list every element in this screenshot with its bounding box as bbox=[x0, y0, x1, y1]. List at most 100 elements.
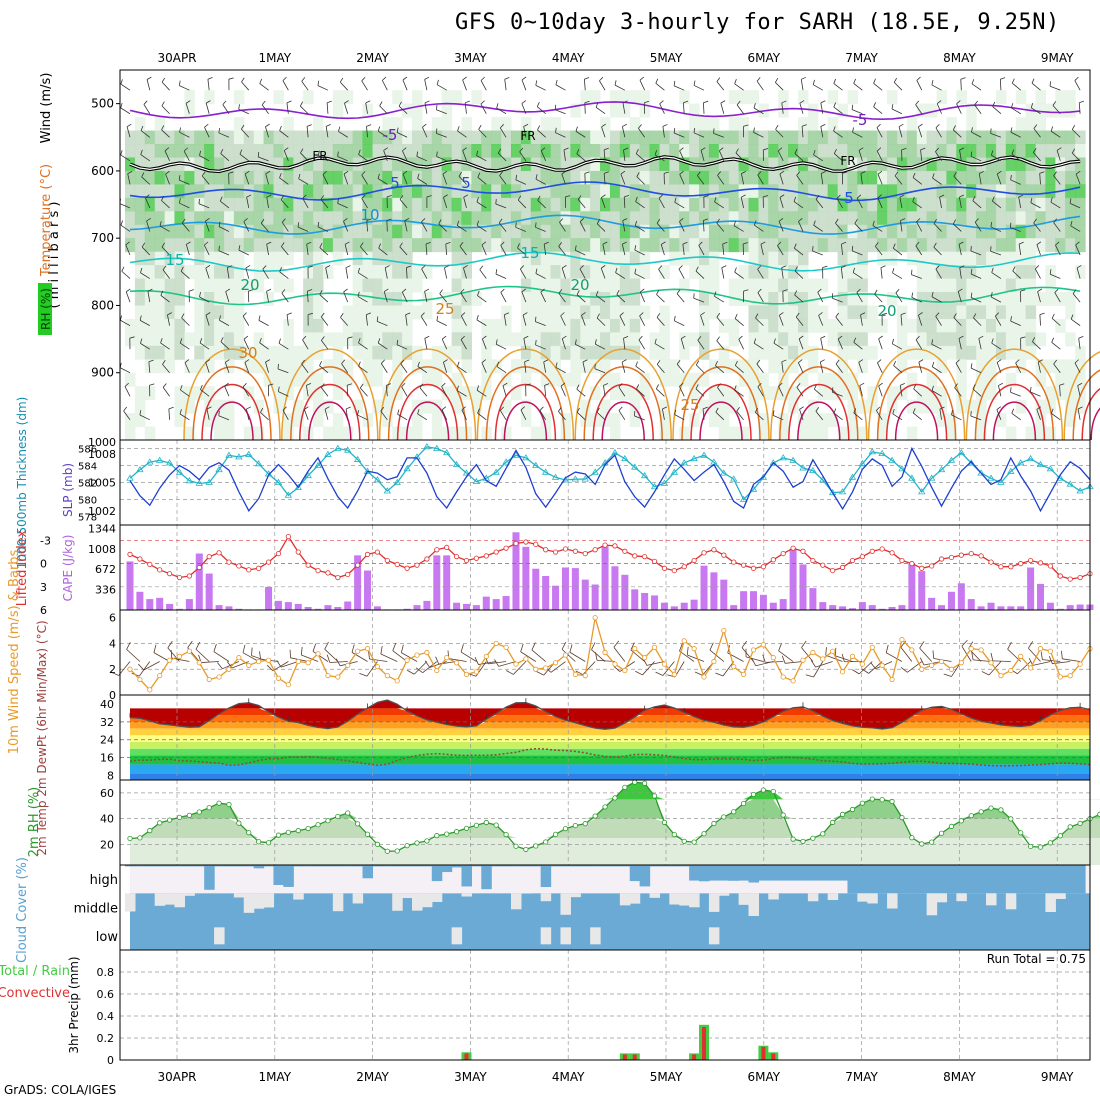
rh-shade-cell bbox=[1005, 372, 1017, 387]
rh-shade-cell bbox=[560, 238, 571, 253]
rh-shade-cell bbox=[1055, 130, 1066, 145]
wind-barb bbox=[442, 173, 448, 185]
time-label-top: 7MAY bbox=[845, 51, 878, 65]
wind-barb bbox=[718, 150, 725, 161]
wind-barb bbox=[813, 224, 824, 232]
rh-shade-cell bbox=[817, 318, 829, 333]
wind-barb-feather bbox=[915, 241, 920, 247]
cloud-high-cell bbox=[817, 865, 829, 881]
rh-shade-cell bbox=[550, 130, 562, 145]
rh-shade-cell bbox=[590, 238, 601, 253]
rh-shade-cell bbox=[342, 372, 354, 387]
rh-shade-cell bbox=[827, 318, 839, 333]
wind-barb bbox=[535, 178, 546, 185]
rh-shade-cell bbox=[857, 426, 868, 441]
wind-barb bbox=[596, 295, 606, 303]
wind-barb-feather bbox=[793, 243, 797, 249]
wind-barb-feather bbox=[1012, 266, 1016, 272]
wind-barb-feather bbox=[682, 241, 688, 245]
rh-shade-cell bbox=[995, 332, 1007, 347]
rh-shade-cell bbox=[1005, 211, 1017, 226]
wind-barb bbox=[416, 156, 428, 162]
wind-barb-feather bbox=[500, 288, 505, 293]
wind-barb bbox=[833, 83, 843, 91]
wind-barb-feather bbox=[953, 313, 957, 318]
wind-barb bbox=[853, 83, 863, 91]
rh-shade-cell bbox=[748, 184, 760, 199]
surface-wind-barb-feather bbox=[943, 673, 952, 677]
rh-shade-cell bbox=[788, 278, 799, 293]
wind-barb-feather bbox=[734, 267, 737, 273]
wind-barb-feather bbox=[753, 220, 757, 226]
thickness-point bbox=[492, 468, 500, 475]
rh-shade-cell bbox=[1015, 157, 1027, 172]
rh-shade-cell bbox=[530, 224, 542, 239]
wind-barb bbox=[873, 82, 883, 91]
lifted-index-point bbox=[226, 559, 232, 565]
rh-shade-cell bbox=[273, 372, 284, 387]
wind-barb-feather bbox=[618, 383, 623, 388]
surface-wind-barb bbox=[153, 652, 170, 662]
rh-shade-cell bbox=[837, 103, 849, 118]
wind-barb-feather bbox=[777, 241, 782, 246]
wind-barb bbox=[1078, 102, 1081, 114]
wind-barb bbox=[878, 338, 883, 350]
wind-barb-feather bbox=[141, 242, 146, 248]
wind-barb bbox=[322, 174, 329, 185]
rh-shade-cell bbox=[233, 117, 245, 132]
surface-wind-barb-feather bbox=[990, 652, 994, 661]
rh-shade-cell bbox=[125, 211, 136, 226]
wind-barb bbox=[383, 291, 388, 303]
rh-shade-cell bbox=[303, 184, 314, 199]
cloud-high-cell bbox=[837, 865, 849, 881]
rh-shade-cell bbox=[748, 332, 760, 347]
rh-shade-cell bbox=[332, 170, 344, 185]
upper-ylabel-wind: Wind (m/s) bbox=[39, 73, 54, 144]
cloud-high-cell bbox=[481, 865, 492, 890]
wind-barb bbox=[996, 362, 1002, 373]
surface-wind-barb-feather bbox=[810, 660, 816, 668]
wind-barb-feather bbox=[1010, 103, 1014, 109]
wind-speed-point bbox=[147, 687, 153, 693]
wind-barb-feather bbox=[820, 123, 826, 127]
wind-barb-feather bbox=[300, 148, 304, 154]
wind-barb-feather bbox=[595, 102, 599, 108]
rh-shade-cell bbox=[481, 184, 492, 199]
cape-bar bbox=[413, 605, 421, 610]
wind-barb-feather bbox=[856, 288, 861, 293]
rh-shade-cell bbox=[501, 332, 512, 347]
wind-barb-feather bbox=[123, 406, 128, 412]
wind-barb bbox=[421, 268, 428, 279]
cape-bar bbox=[265, 586, 273, 610]
rh-shade-cell bbox=[995, 318, 1007, 333]
wind-barb-feather bbox=[502, 382, 508, 387]
rh-shade-cell bbox=[976, 345, 987, 360]
wind-barb-feather bbox=[361, 171, 366, 176]
wind-barb bbox=[832, 391, 843, 397]
wind-barb-feather bbox=[124, 382, 129, 387]
warm-contour bbox=[299, 383, 361, 441]
rh-shade-cell bbox=[125, 413, 136, 428]
rh-shade-cell bbox=[699, 292, 710, 306]
wind-barb bbox=[577, 199, 586, 209]
wind-barb bbox=[595, 107, 606, 115]
rh-shade-cell bbox=[214, 170, 225, 185]
wind-barb bbox=[424, 102, 428, 114]
wind-barb bbox=[892, 413, 903, 421]
wind-barb bbox=[220, 200, 230, 209]
wind-barb bbox=[959, 149, 962, 161]
wind-barb-feather bbox=[345, 406, 351, 410]
wind-barb-feather bbox=[241, 77, 245, 83]
rh-shade-cell bbox=[748, 197, 760, 212]
rh-shade-cell bbox=[144, 211, 156, 226]
rh-shade-cell bbox=[313, 278, 324, 293]
wind-barb-feather bbox=[775, 124, 779, 130]
wind-barb bbox=[241, 128, 250, 138]
wind-barb-feather bbox=[835, 312, 840, 318]
wind-barb-feather bbox=[424, 335, 430, 339]
lifted-index-point bbox=[909, 561, 915, 567]
wind-barb bbox=[1033, 222, 1041, 232]
wind-barb bbox=[622, 220, 626, 232]
rh-shade-cell bbox=[372, 197, 383, 212]
wind-barb-feather bbox=[218, 245, 220, 251]
